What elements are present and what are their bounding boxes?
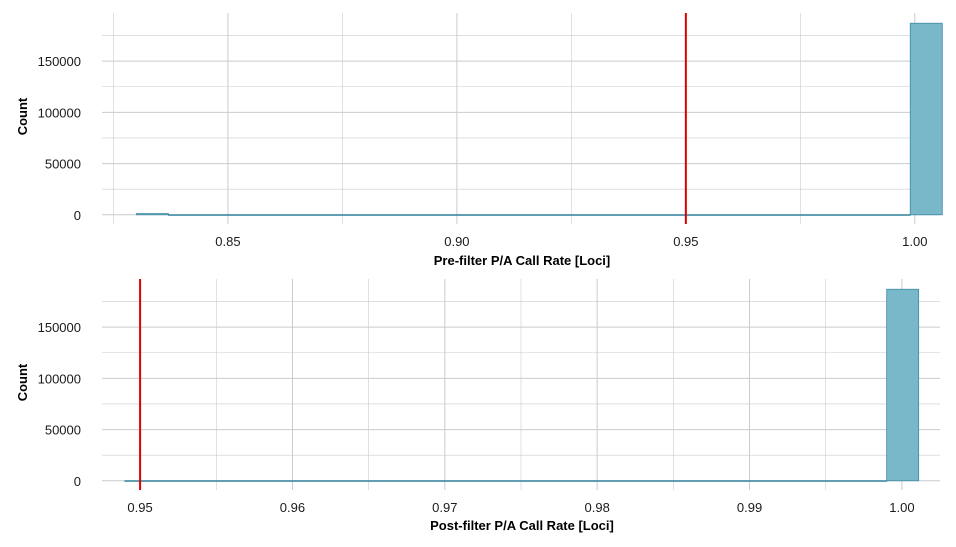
x-tick-label: 1.00 bbox=[889, 500, 914, 515]
histogram-bar-2 bbox=[909, 22, 943, 216]
x-tick-label: 1.00 bbox=[902, 234, 927, 249]
x-tick-label: 0.95 bbox=[127, 500, 152, 515]
x-axis-title: Post-filter P/A Call Rate [Loci] bbox=[430, 518, 614, 533]
y-tick-label: 50000 bbox=[45, 423, 81, 438]
x-tick-label: 0.99 bbox=[737, 500, 762, 515]
histogram-bar-0 bbox=[124, 480, 888, 482]
x-tick-label: 0.97 bbox=[432, 500, 457, 515]
y-tick-label: 0 bbox=[74, 208, 81, 223]
post-filter-histogram-panel: 0.95 0.96 0.97 0.98 0.99 1.00 0 50000 100000 1500… bbox=[15, 279, 940, 533]
x-tick-label: 0.96 bbox=[280, 500, 305, 515]
y-tick-label: 100000 bbox=[38, 371, 81, 386]
x-axis-title: Pre-filter P/A Call Rate [Loci] bbox=[434, 253, 611, 268]
histogram-bar-0 bbox=[135, 213, 169, 216]
histogram-bar-1 bbox=[886, 288, 920, 482]
x-tick-label: 0.95 bbox=[673, 234, 698, 249]
y-tick-label: 150000 bbox=[38, 320, 81, 335]
x-tick-label: 0.98 bbox=[585, 500, 610, 515]
y-axis-title: Count bbox=[15, 363, 30, 401]
pre-filter-histogram-panel: 0.85 0.90 0.95 1.00 0 50000 100000 150000 Pre-fi… bbox=[15, 13, 943, 268]
x-tick-label: 0.90 bbox=[444, 234, 469, 249]
x-tick-label: 0.85 bbox=[215, 234, 240, 249]
y-axis-title: Count bbox=[15, 97, 30, 135]
histogram-bar-1 bbox=[167, 214, 911, 216]
y-tick-label: 50000 bbox=[45, 157, 81, 172]
y-tick-label: 0 bbox=[74, 474, 81, 489]
y-tick-label: 150000 bbox=[38, 54, 81, 69]
y-tick-label: 100000 bbox=[38, 105, 81, 120]
